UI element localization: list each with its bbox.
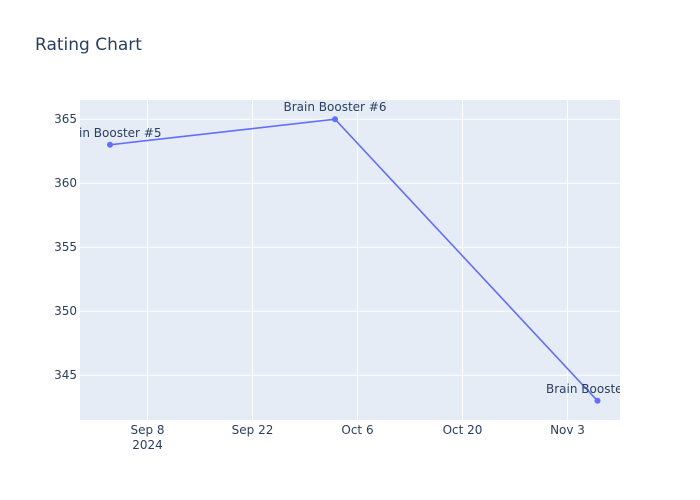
series-layer <box>107 116 601 404</box>
chart-title: Rating Chart <box>35 35 142 55</box>
data-point <box>107 141 113 148</box>
y-tick-label: 360 <box>54 176 77 190</box>
gridlines <box>80 100 620 420</box>
data-label: Brain Booster #5 <box>59 126 162 140</box>
y-tick-label: 365 <box>54 112 77 126</box>
y-tick-label: 355 <box>54 240 77 254</box>
data-label: Brain Booster #6 <box>284 100 387 114</box>
data-point <box>594 397 601 404</box>
data-label: Brain Booster #7 <box>546 382 649 396</box>
x-tick-sublabel: 2024 <box>132 438 163 452</box>
point-labels: Brain Booster #5 Brain Booster #6 Brain Bo… <box>59 100 649 396</box>
x-tick-label: Sep 22 <box>232 423 274 437</box>
x-tick-label: Oct 6 <box>341 423 373 437</box>
plot-area <box>80 100 620 420</box>
y-tick-label: 350 <box>54 304 77 318</box>
x-tick-label: Oct 20 <box>443 423 483 437</box>
x-tick-label: Nov 3 <box>550 423 585 437</box>
y-tick-label: 345 <box>54 368 77 382</box>
data-point <box>332 116 338 123</box>
x-tick-label: Sep 8 <box>130 423 164 437</box>
